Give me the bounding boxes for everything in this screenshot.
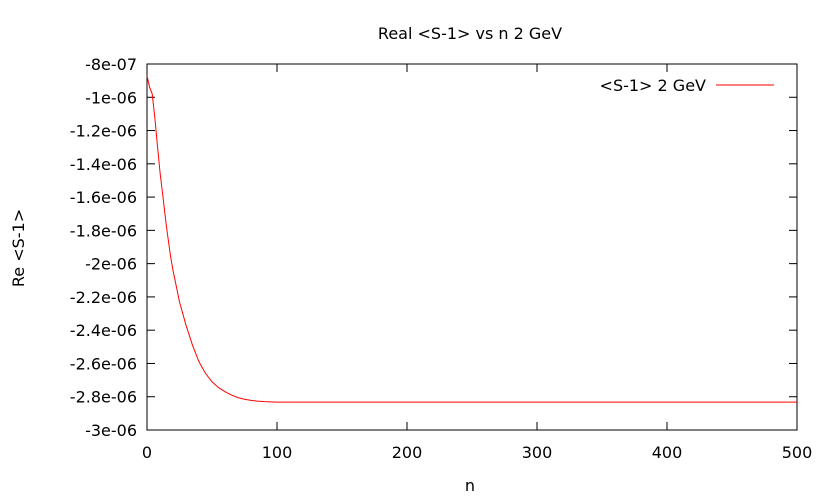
y-tick-label: -1.8e-06 xyxy=(70,221,137,240)
x-tick-label: 100 xyxy=(262,443,293,462)
y-tick-label: -2.4e-06 xyxy=(70,321,137,340)
y-tick-label: -1.4e-06 xyxy=(70,155,137,174)
x-tick-label: 400 xyxy=(652,443,683,462)
plot-frame xyxy=(146,63,798,431)
x-tick-label: 300 xyxy=(522,443,553,462)
y-axis: -8e-07 -1e-06 -1.2e-06 -1.4e-06 -1.6e-06 -1.8… xyxy=(70,55,797,440)
y-tick-label: -8e-07 xyxy=(85,55,137,74)
y-tick-label: -1.6e-06 xyxy=(70,188,137,207)
x-axis: 0 100 200 300 400 500 xyxy=(142,64,812,462)
x-tick-label: 0 xyxy=(142,443,152,462)
x-tick-label: 200 xyxy=(392,443,423,462)
y-tick-label: -3e-06 xyxy=(85,421,137,440)
x-axis-label: n xyxy=(465,476,475,495)
y-tick-label: -2.6e-06 xyxy=(70,354,137,373)
y-tick-label: -1e-06 xyxy=(85,88,137,107)
y-tick-label: -2e-06 xyxy=(85,255,137,274)
series-layer xyxy=(146,75,797,403)
y-tick-label: -2.8e-06 xyxy=(70,388,137,407)
legend: <S-1> 2 GeV xyxy=(600,76,774,95)
x-tick-label: 500 xyxy=(782,443,813,462)
y-tick-label: -2.2e-06 xyxy=(70,288,137,307)
y-tick-label: -1.2e-06 xyxy=(70,122,137,141)
legend-label: <S-1> 2 GeV xyxy=(600,76,707,95)
series-line-0 xyxy=(146,75,797,403)
y-axis-label: Re <S-1> xyxy=(9,209,28,287)
chart-title: Real <S-1> vs n 2 GeV xyxy=(378,24,562,43)
